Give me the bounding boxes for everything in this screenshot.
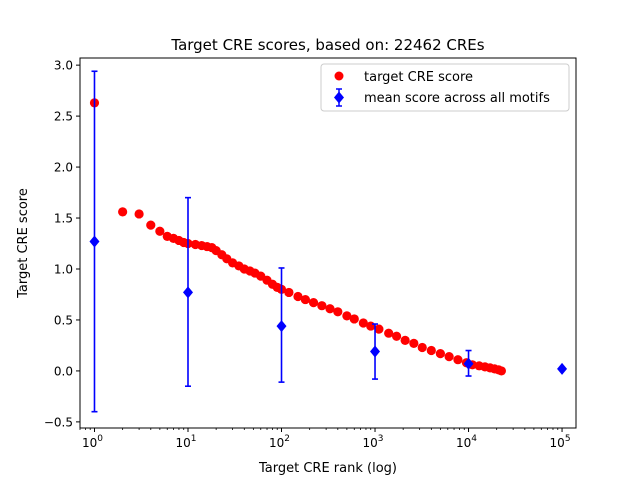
target-score-point — [308, 298, 319, 308]
target-score-point — [374, 324, 384, 334]
target-score-point — [453, 355, 463, 365]
target-score-point — [300, 294, 310, 305]
mean-score-point — [89, 235, 100, 248]
y-tick-label: 0.5 — [54, 313, 73, 327]
chart-title: Target CRE scores, based on: 22462 CREs — [170, 36, 484, 54]
axes: 100 101 102 103 104 105 −0.5 0.0 0.5 1.0 1.5 2.0 2.5… — [44, 59, 571, 450]
target-score-point — [426, 345, 436, 356]
legend-label-target: target CRE score — [364, 70, 473, 85]
plot-area — [89, 70, 568, 413]
mean-score-point — [370, 345, 381, 358]
y-tick-label: 2.0 — [54, 161, 73, 175]
y-axis-title: Target CRE score — [16, 188, 31, 299]
target-score-point — [358, 318, 368, 328]
y-tick-label: 1.5 — [54, 212, 73, 226]
target-score-point — [349, 314, 359, 324]
target-score-point — [118, 207, 128, 217]
target-score-point — [155, 226, 165, 236]
target-score-point — [293, 291, 303, 302]
mean-score-point — [557, 362, 568, 375]
target-score-point — [444, 352, 454, 362]
x-tick-label: 102 — [269, 434, 290, 450]
mean-score-point — [463, 357, 474, 370]
target-score-point — [384, 328, 394, 338]
legend-marker-mean — [334, 88, 344, 107]
x-tick-label: 105 — [550, 434, 571, 450]
x-tick-label: 101 — [175, 434, 196, 450]
target-score-point — [496, 366, 506, 376]
plot-frame — [79, 57, 577, 429]
legend-label-mean: mean score across all motifs — [364, 91, 550, 106]
target-score-point — [325, 304, 335, 314]
legend: target CRE score mean score across all m… — [320, 63, 570, 112]
target-score-point — [342, 311, 352, 321]
target-score-point — [333, 307, 343, 317]
target-score-point — [366, 321, 376, 331]
target-score-point — [284, 287, 294, 298]
target-score-point — [391, 331, 402, 341]
mean-score-point — [276, 320, 287, 333]
target-score-point — [409, 338, 419, 348]
y-tick-label: 1.0 — [54, 262, 73, 276]
y-tick-label: 0.0 — [54, 364, 73, 378]
x-axis-title: Target CRE rank (log) — [258, 461, 397, 476]
target-score-point — [417, 342, 427, 353]
y-tick-label: −0.5 — [44, 415, 73, 429]
target-score-point — [400, 335, 410, 345]
legend-marker-target — [334, 71, 344, 81]
target-score-point — [134, 209, 144, 219]
legend-box — [320, 63, 570, 112]
y-tick-label: 2.5 — [54, 110, 73, 124]
x-tick-label: 100 — [82, 434, 103, 450]
target-score-point — [146, 220, 156, 230]
target-score-point — [435, 348, 445, 359]
x-tick-label: 103 — [363, 434, 384, 450]
y-tick-label: 3.0 — [54, 59, 73, 73]
mean-score-point — [182, 286, 193, 299]
target-score-point — [317, 301, 327, 311]
x-tick-label: 104 — [456, 434, 477, 450]
